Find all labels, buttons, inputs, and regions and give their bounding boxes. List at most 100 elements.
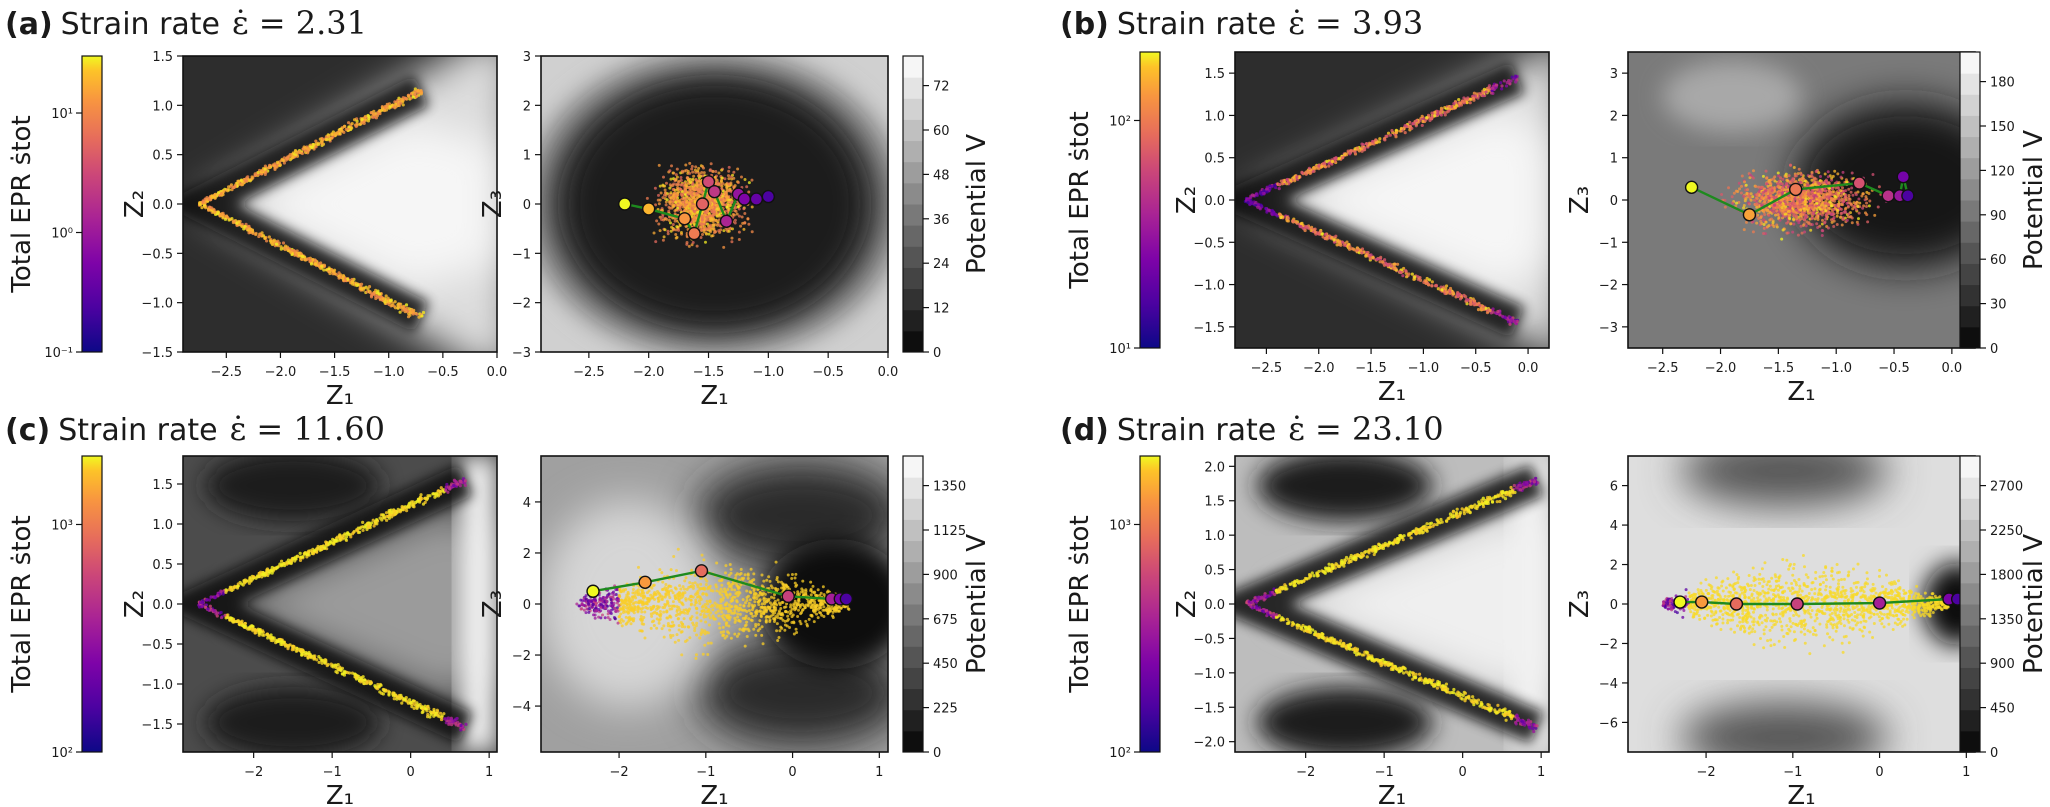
panel-c-z1-z2-potential-background bbox=[183, 456, 497, 752]
panel-d-z1-z2-ytick-label: 1.5 bbox=[1204, 495, 1225, 510]
panel-b-z1-z2-ytick-label: −1.5 bbox=[1193, 321, 1225, 336]
panel-b-z1-z3-ylabel: Z₃ bbox=[1565, 186, 1595, 214]
panel-b-z1-z3-plot: −2.5 −2.0 −1.5 −1.0 −0.5 0.0 −3 −2 −1 0 1 2 3 Z₁ Z₃ bbox=[1565, 51, 1976, 407]
panel-b-potential-colorbar-tick-label: 60 bbox=[1990, 253, 2007, 268]
panel-d-label: (d) bbox=[1060, 413, 1109, 448]
panel-b-z1-z2-ytick-label: −0.5 bbox=[1193, 236, 1225, 251]
panel-c-z1-z2-plot: −2 −1 0 1 −1.5 −1.0 −0.5 0.0 0.5 1.0 1.5 Z₁ Z₂ bbox=[120, 455, 498, 807]
panel-a-z1-z2-potential-background bbox=[183, 56, 497, 352]
panel-d-potential-colorbar-label: Potential V bbox=[2019, 534, 2049, 674]
panel-d-z1-z2-ylabel: Z₂ bbox=[1172, 590, 1202, 618]
panel-a-z1-z2-xtick-label: −1.5 bbox=[319, 365, 351, 380]
panel-d-potential-colorbar-tick-label: 1800 bbox=[1990, 568, 2023, 583]
panel-b-potential-colorbar: 0 30 60 90 120 150 180 Potential V bbox=[1959, 51, 2049, 357]
panel-a-z1-z3-xtick-label: −0.5 bbox=[812, 365, 844, 380]
panel-b-z1-z3-ytick-label: −2 bbox=[1599, 279, 1618, 294]
panel-a-z1-z3-trajectory-point bbox=[677, 212, 692, 226]
panel-a-z1-z2-xtick-label: −0.5 bbox=[427, 365, 459, 380]
panel-b-z1-z2-ytick-label: 0.0 bbox=[1204, 194, 1225, 209]
panel-d-z1-z2-xtick-label: −2 bbox=[1296, 765, 1315, 780]
panel-d-title-math: ε̇ = 23.10 bbox=[1288, 410, 1443, 448]
panel-b-z1-z2-xtick-label: −0.5 bbox=[1460, 361, 1492, 376]
panel-d-z1-z3-ytick-label: −2 bbox=[1599, 637, 1618, 652]
panel-b-potential-colorbar-tick-label: 90 bbox=[1990, 209, 2007, 224]
panel-c-z1-z3-trajectory-point bbox=[839, 592, 854, 606]
panel-d-epr-colorbar-label: Total EPR ṡtot bbox=[1065, 515, 1095, 693]
panel-d-epr-colorbar: 10² 10³ Total EPR ṡtot bbox=[1065, 455, 1161, 761]
panel-d-potential-colorbar-tick-label: 450 bbox=[1990, 702, 2015, 717]
panel-b-epr-colorbar-label: Total EPR ṡtot bbox=[1065, 111, 1095, 289]
panel-b-z1-z2-ytick-label: 1.5 bbox=[1204, 67, 1225, 82]
panel-b-z1-z3-ytick-label: 2 bbox=[1610, 109, 1618, 124]
panel-a-z1-z3-xtick-label: −2.0 bbox=[633, 365, 665, 380]
panel-c-z1-z3-plot: −2 −1 0 1 −4 −2 0 2 4 Z₁ Z₃ bbox=[478, 455, 889, 807]
panel-a-potential-colorbar-tick-label: 24 bbox=[933, 257, 950, 272]
panel-b-epr-colorbar-tick-label: 10¹ bbox=[1109, 342, 1131, 357]
panel-b-z1-z2-xtick-label: −1.0 bbox=[1408, 361, 1440, 376]
panel-a-z1-z3-ytick-label: 0 bbox=[523, 198, 531, 213]
panel-d-z1-z3-ytick-label: −4 bbox=[1599, 677, 1618, 692]
panel-c-potential-colorbar-frame bbox=[902, 455, 924, 753]
panel-a-z1-z2-xlabel: Z₁ bbox=[326, 381, 354, 411]
panel-a-epr-colorbar-label: Total EPR ṡtot bbox=[7, 115, 37, 293]
panel-a-potential-colorbar-frame bbox=[902, 55, 924, 353]
panel-c-z1-z2-ytick-label: −1.0 bbox=[141, 678, 173, 693]
panel-a-epr-colorbar-tick-label: 10¹ bbox=[51, 107, 73, 122]
panel-a-z1-z2-ytick-label: −0.5 bbox=[141, 247, 173, 262]
panel-c-potential-colorbar-tick-label: 225 bbox=[933, 702, 958, 717]
panel-c-z1-z2-epr-scatter bbox=[197, 477, 468, 732]
panel-d-z1-z2-ytick-label: 0.0 bbox=[1204, 598, 1225, 613]
panel-b-potential-colorbar-tick-label: 0 bbox=[1990, 342, 1998, 357]
panel-a-z1-z3-ylabel: Z₃ bbox=[478, 190, 508, 218]
panel-b: (b) Strain rate ε̇ = 3.93 10¹ 10² Total EPR ṡ… bbox=[1060, 4, 2049, 407]
panel-d-title: (d) Strain rate ε̇ = 23.10 bbox=[1060, 410, 1444, 448]
panel-b-z1-z2-xtick-label: −1.5 bbox=[1355, 361, 1387, 376]
panel-c-z1-z2-xtick-label: 1 bbox=[485, 765, 493, 780]
panel-b-z1-z2-epr-scatter bbox=[1243, 74, 1520, 326]
panel-d-z1-z2-ytick-label: −2.0 bbox=[1193, 736, 1225, 751]
panel-d-z1-z2-xtick-label: 0 bbox=[1459, 765, 1467, 780]
panel-c-z1-z3-ytick-label: −2 bbox=[512, 649, 531, 664]
panel-a-z1-z3-trajectory-point bbox=[618, 197, 632, 211]
panel-d-epr-colorbar-tick-label: 10³ bbox=[1109, 518, 1131, 533]
panel-a-z1-z3-trajectory-point bbox=[701, 175, 716, 189]
panel-b-z1-z2-xtick-label: −2.5 bbox=[1251, 361, 1283, 376]
panel-d-z1-z2-ytick-label: −0.5 bbox=[1193, 632, 1225, 647]
panel-a-title: (a) Strain rate ε̇ = 2.31 bbox=[5, 4, 367, 42]
panel-d-z1-z3-xtick-label: 1 bbox=[1962, 765, 1970, 780]
panel-b-z1-z3-trajectory-point bbox=[1881, 189, 1895, 203]
panel-b-z1-z2-ytick-label: 1.0 bbox=[1204, 109, 1225, 124]
panel-b-z1-z3-trajectory-point bbox=[1789, 182, 1803, 197]
panel-b-z1-z2-xtick-label: 0.0 bbox=[1518, 361, 1539, 376]
panel-d-z1-z2-ytick-label: −1.0 bbox=[1193, 667, 1225, 682]
panel-d-z1-z3-ytick-label: 2 bbox=[1610, 559, 1618, 574]
panel-c-epr-colorbar-tick-label: 10² bbox=[51, 746, 73, 761]
panel-d-z1-z3-ytick-label: 0 bbox=[1610, 598, 1618, 613]
panel-b-title-math: ε̇ = 3.93 bbox=[1288, 4, 1423, 42]
panel-a-potential-colorbar-tick-label: 60 bbox=[933, 124, 950, 139]
panel-b-z1-z3-xtick-label: −2.0 bbox=[1705, 361, 1737, 376]
panel-d-z1-z3-plot: −2 −1 0 1 −6 −4 −2 0 2 4 6 Z₁ Z₃ bbox=[1565, 455, 1976, 807]
panel-d-z1-z2-xtick-label: 1 bbox=[1537, 765, 1545, 780]
panel-a-z1-z2-ytick-label: −1.5 bbox=[141, 346, 173, 361]
panel-b-z1-z3-ytick-label: 1 bbox=[1610, 152, 1618, 167]
panel-a-z1-z3-ytick-label: −3 bbox=[512, 346, 531, 361]
panel-b-z1-z3-ytick-label: 3 bbox=[1610, 67, 1618, 82]
panel-d-z1-z3-ylabel: Z₃ bbox=[1565, 590, 1595, 618]
panel-c-label: (c) bbox=[5, 413, 50, 448]
panel-d-potential-colorbar-tick-label: 1350 bbox=[1990, 613, 2023, 628]
panel-d-z1-z2-ytick-label: 0.5 bbox=[1204, 564, 1225, 579]
panel-c-z1-z3-trajectory-point bbox=[694, 564, 709, 578]
panel-d-potential-colorbar-tick-label: 0 bbox=[1990, 746, 1998, 761]
panel-b-potential-colorbar-frame bbox=[1959, 51, 1981, 349]
panel-a-z1-z3-xtick-label: 0.0 bbox=[878, 365, 899, 380]
panel-a-z1-z3-trajectory-point bbox=[695, 197, 710, 211]
panel-d-z1-z3-xtick-label: 0 bbox=[1875, 765, 1883, 780]
panel-b-potential-colorbar-tick-label: 30 bbox=[1990, 298, 2007, 313]
panel-b-z1-z3-trajectory-point bbox=[1852, 176, 1867, 190]
panel-b-z1-z3-trajectory-point bbox=[1742, 208, 1757, 222]
panel-d-z1-z3-ytick-label: 4 bbox=[1610, 519, 1618, 534]
panel-a-z1-z3-trajectory-point bbox=[719, 214, 734, 228]
panel-a-potential-colorbar-tick-label: 48 bbox=[933, 168, 950, 183]
